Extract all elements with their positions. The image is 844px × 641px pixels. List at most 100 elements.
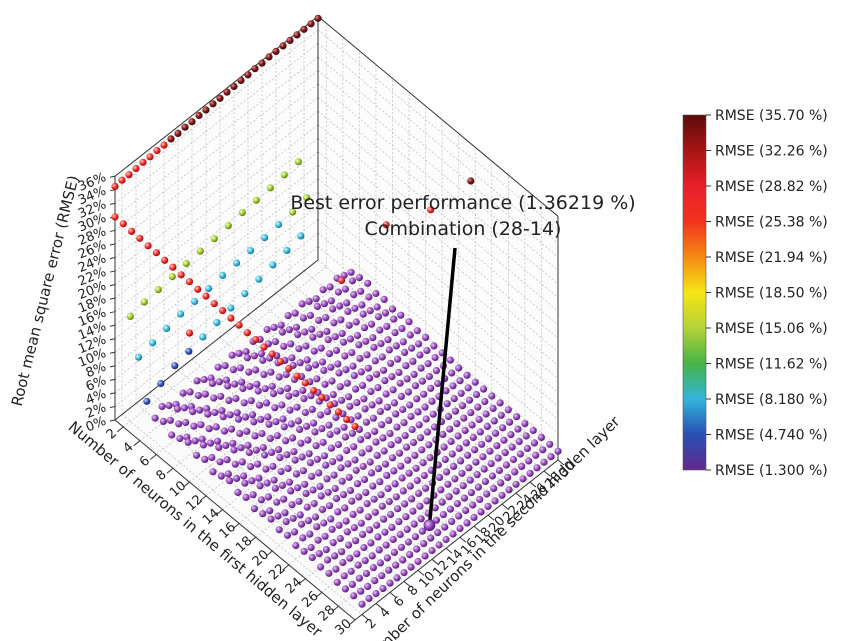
legend-label: RMSE (1.300 %) bbox=[715, 463, 828, 479]
data-point bbox=[276, 387, 285, 395]
data-point bbox=[304, 364, 313, 372]
data-point bbox=[381, 377, 389, 385]
data-point bbox=[161, 256, 169, 264]
data-point bbox=[275, 526, 283, 534]
z-tick-mark bbox=[109, 351, 116, 354]
data-point bbox=[427, 206, 435, 214]
data-point bbox=[348, 277, 356, 285]
data-point bbox=[424, 360, 432, 368]
data-point bbox=[490, 484, 498, 492]
data-point bbox=[331, 484, 339, 493]
data-point bbox=[220, 427, 229, 435]
data-point bbox=[285, 364, 293, 373]
data-point bbox=[362, 569, 370, 578]
data-point bbox=[363, 351, 371, 359]
data-point bbox=[251, 432, 259, 440]
data-point bbox=[453, 420, 461, 428]
data-point bbox=[419, 459, 427, 467]
data-point bbox=[201, 390, 209, 398]
data-point bbox=[472, 458, 480, 466]
y-tick-mark bbox=[529, 481, 537, 488]
data-point bbox=[448, 517, 456, 526]
data-point bbox=[403, 525, 411, 534]
data-point bbox=[361, 405, 369, 413]
data-point bbox=[537, 433, 546, 441]
data-point bbox=[481, 477, 489, 486]
data-point bbox=[297, 439, 305, 447]
data-point bbox=[182, 418, 190, 427]
data-point bbox=[348, 497, 356, 505]
data-point bbox=[438, 498, 446, 506]
data-point bbox=[456, 524, 464, 533]
data-point bbox=[194, 285, 202, 293]
data-point bbox=[369, 334, 377, 342]
data-point bbox=[289, 434, 297, 442]
data-point bbox=[431, 353, 439, 362]
data-point bbox=[385, 497, 393, 506]
data-point bbox=[211, 408, 219, 417]
data-point bbox=[202, 106, 210, 114]
data-point bbox=[338, 329, 346, 338]
data-point bbox=[455, 512, 463, 520]
data-point bbox=[532, 451, 540, 459]
data-point bbox=[257, 415, 265, 423]
data-point bbox=[325, 569, 333, 577]
data-point bbox=[360, 475, 369, 484]
data-point bbox=[288, 501, 296, 509]
data-point bbox=[321, 380, 329, 388]
data-point bbox=[463, 371, 471, 379]
data-point bbox=[373, 303, 381, 311]
data-point bbox=[381, 528, 389, 536]
data-point bbox=[281, 509, 289, 517]
data-point bbox=[227, 425, 236, 433]
data-point bbox=[304, 517, 313, 525]
data-point bbox=[398, 474, 406, 482]
legend-label: RMSE (4.740 %) bbox=[715, 428, 828, 444]
data-point bbox=[254, 460, 262, 468]
x-tick-label: 2 bbox=[104, 426, 120, 443]
data-point bbox=[289, 208, 297, 216]
data-point bbox=[350, 291, 358, 299]
data-point bbox=[213, 437, 222, 445]
data-point bbox=[242, 493, 250, 501]
data-point bbox=[540, 458, 548, 466]
data-point bbox=[408, 495, 416, 503]
data-point bbox=[118, 176, 126, 184]
data-point bbox=[436, 473, 444, 481]
z-tick-mark bbox=[109, 202, 116, 205]
data-point bbox=[224, 470, 232, 478]
data-point bbox=[375, 546, 383, 554]
data-point bbox=[284, 464, 292, 473]
data-point bbox=[331, 552, 339, 560]
data-point bbox=[208, 453, 216, 462]
data-point bbox=[340, 423, 348, 431]
grid-line bbox=[114, 124, 319, 285]
data-point bbox=[282, 518, 290, 526]
data-point bbox=[264, 493, 272, 501]
data-point bbox=[350, 524, 358, 532]
data-point bbox=[236, 429, 244, 438]
data-point bbox=[351, 456, 359, 464]
data-point bbox=[171, 362, 179, 370]
data-point bbox=[301, 328, 309, 336]
data-point bbox=[232, 394, 240, 403]
y-tick-label: 6 bbox=[391, 594, 408, 610]
data-point bbox=[519, 475, 527, 483]
data-point bbox=[461, 426, 469, 435]
data-point bbox=[349, 510, 357, 518]
data-point bbox=[324, 408, 332, 416]
data-point bbox=[463, 519, 471, 527]
data-point bbox=[380, 447, 388, 455]
data-point bbox=[278, 481, 286, 489]
data-point bbox=[307, 543, 315, 552]
data-point bbox=[276, 454, 284, 462]
color-scale-legend: RMSE (35.70 %) RMSE (32.26 %) RMSE (28.82 … bbox=[682, 108, 828, 479]
data-point bbox=[378, 421, 386, 429]
data-point bbox=[263, 325, 271, 334]
data-point bbox=[267, 368, 275, 376]
data-point bbox=[258, 429, 266, 438]
data-point bbox=[423, 428, 432, 436]
data-point bbox=[323, 475, 331, 483]
data-point bbox=[294, 331, 302, 339]
data-point bbox=[449, 382, 457, 390]
